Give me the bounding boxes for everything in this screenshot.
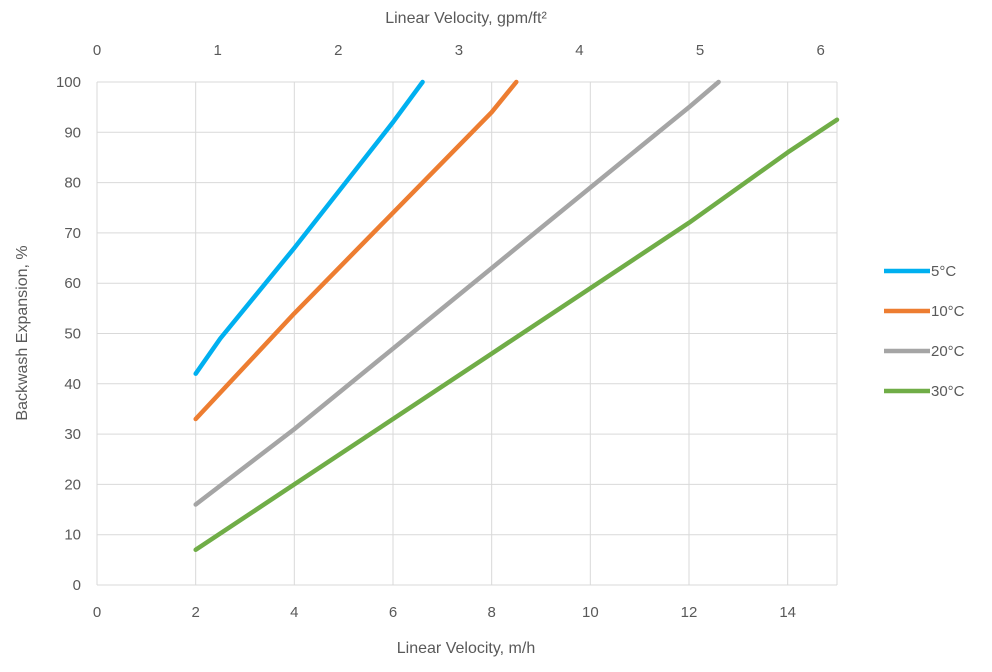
gridlines [96, 81, 838, 586]
legend-label-10Cc: 10°C [931, 303, 965, 320]
x2-tick-label-3: 3 [455, 42, 463, 59]
x-tick-label-8: 8 [487, 604, 495, 621]
x-tick-label-2: 2 [191, 604, 199, 621]
x-tick-label-12: 12 [681, 604, 698, 621]
legend-label-30Cc: 30°C [931, 383, 965, 400]
y-tick-label-50: 50 [64, 326, 81, 343]
x2-tick-label-4: 4 [575, 42, 583, 59]
y-tick-label-80: 80 [64, 175, 81, 192]
y-tick-label-100: 100 [56, 74, 81, 91]
series-line-30Cc [193, 117, 840, 553]
x-tick-label-0: 0 [93, 604, 101, 621]
x-tick-label-4: 4 [290, 604, 298, 621]
x2-tick-label-5: 5 [696, 42, 704, 59]
series-line-10Cc [193, 79, 519, 422]
y-tick-label-20: 20 [64, 476, 81, 493]
x2-tick-label-6: 6 [817, 42, 825, 59]
legend-label-20Cc: 20°C [931, 343, 965, 360]
x-axis-ticks: 0 2 4 6 8 10 12 14 [93, 604, 796, 621]
series-line-5Cc [193, 79, 425, 376]
y-tick-label-0: 0 [73, 577, 81, 594]
x-axis-title: Linear Velocity, m/h [397, 640, 535, 657]
x2-axis-ticks: 0 1 2 3 4 5 6 [93, 42, 825, 59]
series-lines [193, 79, 840, 553]
x-tick-label-6: 6 [389, 604, 397, 621]
x-tick-label-14: 14 [779, 604, 796, 621]
y-tick-label-70: 70 [64, 225, 81, 242]
y-tick-label-90: 90 [64, 124, 81, 141]
y-tick-label-40: 40 [64, 376, 81, 393]
y-axis-ticks: 0 10 20 30 40 50 60 70 80 90 100 [56, 74, 81, 594]
x-tick-label-10: 10 [582, 604, 599, 621]
x2-tick-label-2: 2 [334, 42, 342, 59]
y-axis-title: Backwash Expansion, % [14, 245, 31, 420]
legend: 5°C 10°C 20°C 30°C [884, 263, 965, 400]
legend-label-5Cc: 5°C [931, 263, 956, 280]
x2-axis-title: Linear Velocity, gpm/ft² [385, 10, 547, 27]
y-tick-label-10: 10 [64, 527, 81, 544]
x2-tick-label-0: 0 [93, 42, 101, 59]
y-tick-label-60: 60 [64, 275, 81, 292]
y-tick-label-30: 30 [64, 426, 81, 443]
series-line-20Cc [193, 79, 721, 507]
x2-tick-label-1: 1 [213, 42, 221, 59]
